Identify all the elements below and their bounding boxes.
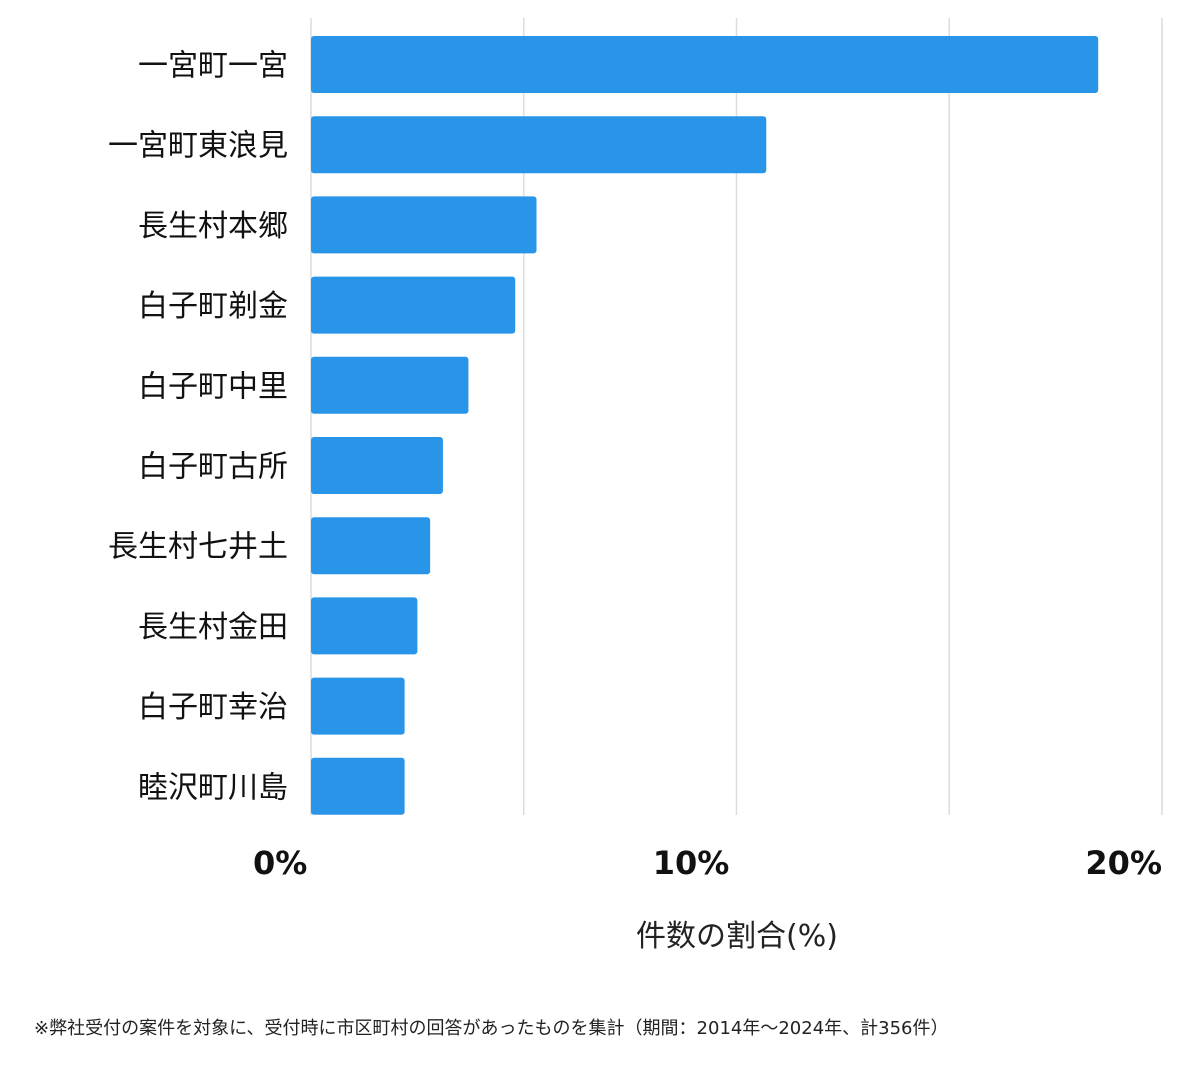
- bar: [311, 36, 1099, 93]
- x-axis-title: 件数の割合(%): [636, 919, 838, 954]
- x-tick-label: 0%: [253, 844, 307, 882]
- category-label: 一宮町東浪見: [108, 129, 288, 164]
- bar: [311, 196, 537, 254]
- category-label: 長生村本郷: [138, 209, 288, 244]
- bar: [311, 437, 443, 494]
- category-label: 睦沢町川島: [138, 770, 288, 805]
- category-label: 白子町幸治: [138, 690, 288, 725]
- bars: [311, 36, 1099, 815]
- bar: [311, 677, 405, 735]
- category-label: 白子町中里: [138, 369, 288, 404]
- category-labels: 一宮町一宮一宮町東浪見長生村本郷白子町剃金白子町中里白子町古所長生村七井土長生村…: [108, 49, 288, 806]
- bar: [311, 757, 405, 815]
- category-label: 一宮町一宮: [138, 49, 288, 84]
- category-label: 長生村金田: [138, 610, 288, 645]
- bar: [311, 276, 516, 334]
- bar: [311, 116, 767, 174]
- bar: [311, 597, 418, 655]
- x-tick-label: 20%: [1085, 844, 1162, 882]
- bar: [311, 356, 469, 414]
- category-label: 長生村七井土: [108, 530, 288, 565]
- category-label: 白子町古所: [138, 450, 288, 485]
- bar-chart: 一宮町一宮一宮町東浪見長生村本郷白子町剃金白子町中里白子町古所長生村七井土長生村…: [108, 18, 1163, 954]
- category-label: 白子町剃金: [138, 289, 288, 324]
- x-tick-labels: 0% 10% 20%: [253, 844, 1162, 882]
- bar: [311, 517, 431, 575]
- footnote: ※弊社受付の案件を対象に、受付時に市区町村の回答があったものを集計（期間：201…: [34, 1018, 949, 1039]
- x-tick-label: 10%: [653, 844, 730, 882]
